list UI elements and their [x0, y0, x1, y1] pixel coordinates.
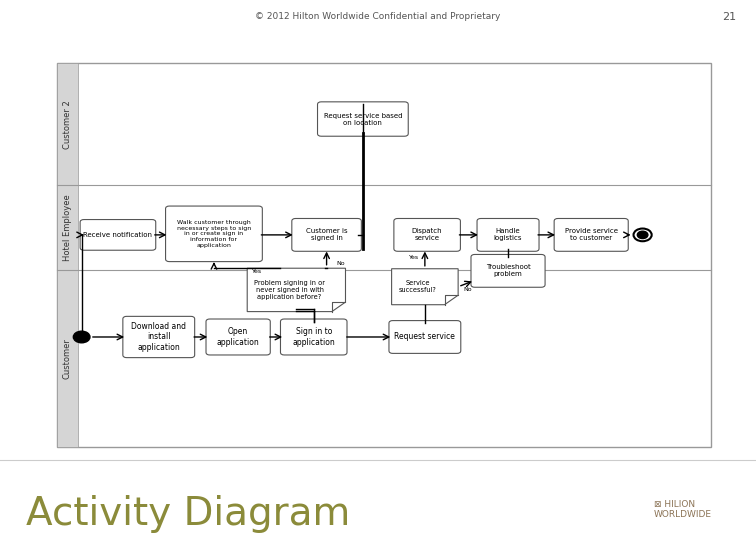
- Text: Customer 2: Customer 2: [63, 100, 72, 149]
- FancyBboxPatch shape: [292, 219, 361, 251]
- Text: Troubleshoot
problem: Troubleshoot problem: [485, 265, 531, 278]
- Text: Walk customer through
necessary steps to sign
in or create sign in
information f: Walk customer through necessary steps to…: [177, 220, 251, 248]
- Circle shape: [637, 231, 648, 239]
- Text: Handle
logistics: Handle logistics: [494, 228, 522, 241]
- Text: Sign in to
application: Sign in to application: [293, 327, 335, 347]
- Text: Yes: Yes: [409, 254, 420, 260]
- Text: 21: 21: [723, 12, 736, 22]
- Text: Customer: Customer: [63, 338, 72, 379]
- FancyBboxPatch shape: [206, 319, 271, 355]
- FancyBboxPatch shape: [477, 219, 539, 251]
- Polygon shape: [247, 268, 345, 312]
- Text: Customer is
signed in: Customer is signed in: [305, 228, 348, 241]
- Text: Download and
install
application: Download and install application: [132, 322, 186, 352]
- FancyBboxPatch shape: [122, 316, 194, 357]
- Text: Receive notification: Receive notification: [83, 232, 153, 238]
- FancyBboxPatch shape: [318, 102, 408, 136]
- Text: Activity Diagram: Activity Diagram: [26, 495, 351, 532]
- Text: © 2012 Hilton Worldwide Confidential and Proprietary: © 2012 Hilton Worldwide Confidential and…: [256, 12, 500, 22]
- Text: ⊠ HILION
WORLDWIDE: ⊠ HILION WORLDWIDE: [654, 500, 712, 519]
- Text: Provide service
to customer: Provide service to customer: [565, 228, 618, 241]
- Text: Dispatch
service: Dispatch service: [412, 228, 442, 241]
- FancyBboxPatch shape: [389, 321, 461, 353]
- Bar: [57, 270, 78, 447]
- Text: Service
successful?: Service successful?: [399, 280, 437, 293]
- FancyBboxPatch shape: [280, 319, 347, 355]
- Text: Hotel Employee: Hotel Employee: [63, 194, 72, 261]
- Bar: [57, 64, 78, 185]
- FancyBboxPatch shape: [554, 219, 628, 251]
- FancyBboxPatch shape: [394, 219, 460, 251]
- Bar: [57, 64, 711, 447]
- FancyBboxPatch shape: [471, 254, 545, 287]
- Text: Problem signing in or
never signed in with
application before?: Problem signing in or never signed in wi…: [254, 280, 325, 300]
- Text: No: No: [463, 287, 472, 292]
- Text: Request service: Request service: [395, 333, 455, 341]
- FancyBboxPatch shape: [166, 206, 262, 261]
- FancyBboxPatch shape: [80, 220, 156, 250]
- Text: Request service based
on location: Request service based on location: [324, 112, 402, 125]
- Bar: [57, 185, 78, 270]
- Polygon shape: [392, 269, 458, 305]
- Text: Yes: Yes: [252, 269, 262, 274]
- Text: No: No: [336, 261, 345, 266]
- Circle shape: [73, 331, 90, 343]
- Text: Open
application: Open application: [217, 327, 259, 347]
